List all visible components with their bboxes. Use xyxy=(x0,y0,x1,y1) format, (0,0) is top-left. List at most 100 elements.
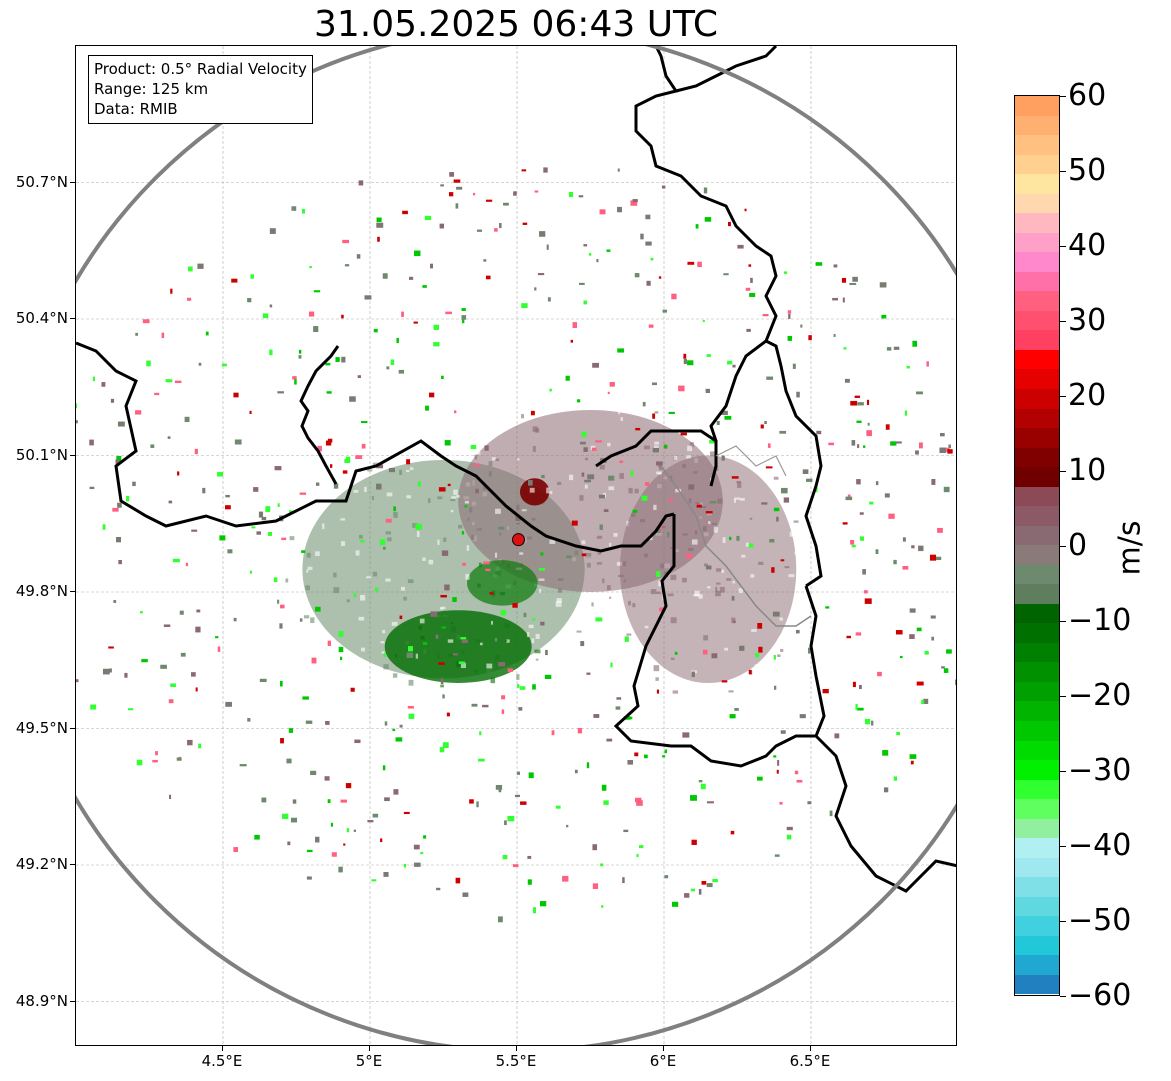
echo-speckle xyxy=(437,496,443,500)
echo-speckle xyxy=(491,457,496,461)
echo-pixel xyxy=(401,311,404,317)
echo-pixel xyxy=(429,392,435,398)
echo-pixel xyxy=(859,512,864,515)
colorbar-segment xyxy=(1015,252,1059,272)
echo-pixel xyxy=(115,459,119,464)
echo-pixel xyxy=(581,472,585,477)
echo-speckle xyxy=(656,471,662,475)
echo-pixel xyxy=(277,599,280,604)
echo-pixel xyxy=(331,852,337,857)
colorbar-segment xyxy=(1015,662,1059,682)
echo-pixel xyxy=(180,652,186,657)
echo-pixel xyxy=(579,441,586,445)
echo-pixel xyxy=(779,801,783,805)
echo-speckle xyxy=(346,599,350,603)
echo-speckle xyxy=(703,563,708,567)
echo-pixel xyxy=(301,550,306,553)
echo-speckle xyxy=(400,586,405,591)
echo-pixel xyxy=(875,481,879,486)
echo-pixel xyxy=(461,315,467,320)
echo-pixel xyxy=(724,415,732,420)
echo-pixel xyxy=(399,724,403,728)
colorbar-segment xyxy=(1015,564,1059,585)
echo-pixel xyxy=(918,545,924,552)
echo-speckle xyxy=(333,572,337,578)
echo-pixel xyxy=(163,624,171,627)
echo-pixel xyxy=(885,424,890,430)
radar-site-marker[interactable] xyxy=(511,533,525,547)
radar-map[interactable] xyxy=(75,45,957,1046)
echo-pixel xyxy=(281,537,287,541)
echo-speckle xyxy=(628,487,633,494)
echo-speckle xyxy=(393,511,398,518)
echo-pixel xyxy=(833,264,838,268)
echo-pixel xyxy=(656,689,660,694)
colorbar-segment xyxy=(1015,310,1059,331)
echo-speckle xyxy=(391,621,398,626)
echo-speckle xyxy=(717,498,723,504)
echo-speckle xyxy=(584,484,588,489)
colorbar-segment xyxy=(1015,838,1059,858)
echo-pixel xyxy=(269,304,273,308)
echo-pixel xyxy=(441,550,449,556)
echo-speckle xyxy=(465,573,470,580)
echo-pixel xyxy=(179,610,184,615)
echo-pixel xyxy=(532,907,537,914)
echo-speckle xyxy=(306,569,309,573)
echo-pixel xyxy=(407,705,414,709)
radar-map-canvas[interactable] xyxy=(76,46,957,1046)
echo-speckle xyxy=(460,662,466,669)
lat-tick-label: 49.8°N xyxy=(15,582,68,600)
echo-speckle xyxy=(505,639,510,643)
echo-pixel xyxy=(930,615,936,619)
echo-pixel xyxy=(859,536,864,541)
echo-speckle xyxy=(317,505,321,508)
colorbar-segment xyxy=(1015,154,1059,175)
echo-pixel xyxy=(862,569,866,575)
echo-pixel xyxy=(532,684,536,690)
echo-pixel xyxy=(581,553,587,557)
echo-speckle xyxy=(408,679,414,686)
echo-pixel xyxy=(764,421,767,425)
echo-pixel xyxy=(583,244,588,247)
echo-pixel xyxy=(610,662,613,668)
echo-pixel xyxy=(566,555,572,559)
echo-pixel xyxy=(687,360,694,366)
echo-pixel xyxy=(396,337,399,344)
colorbar-segment xyxy=(1015,271,1059,292)
echo-pixel xyxy=(233,617,237,622)
echo-pixel xyxy=(279,623,283,629)
echo-pixel xyxy=(659,524,662,530)
echo-pixel xyxy=(302,208,306,214)
echo-pixel xyxy=(762,313,769,317)
echo-pixel xyxy=(89,439,94,446)
echo-pixel xyxy=(112,507,119,512)
echo-pixel xyxy=(946,649,952,654)
echo-pixel xyxy=(664,875,669,879)
lat-tick-label: 50.1°N xyxy=(15,445,68,464)
echo-pixel xyxy=(886,347,892,351)
echo-pixel xyxy=(452,653,458,656)
echo-pixel xyxy=(325,362,331,366)
echo-speckle xyxy=(353,489,359,493)
echo-speckle xyxy=(383,664,389,670)
echo-pixel xyxy=(390,359,395,366)
echo-pixel xyxy=(167,436,171,439)
echo-pixel xyxy=(225,494,230,498)
echo-pixel xyxy=(931,636,935,641)
echo-pixel xyxy=(909,608,916,613)
echo-pixel xyxy=(893,776,898,781)
echo-speckle xyxy=(315,551,320,556)
echo-pixel xyxy=(462,318,465,324)
echo-pixel xyxy=(871,720,874,726)
echo-pixel xyxy=(438,662,445,665)
echo-pixel xyxy=(118,559,122,565)
echo-pixel xyxy=(537,273,545,276)
echo-pixel xyxy=(288,728,294,733)
echo-speckle xyxy=(372,571,378,577)
echo-pixel xyxy=(583,300,587,305)
colorbar-segment xyxy=(1015,623,1059,643)
colorbar-segment xyxy=(1015,603,1059,624)
echo-speckle xyxy=(658,464,662,468)
echo-pixel xyxy=(313,326,319,333)
